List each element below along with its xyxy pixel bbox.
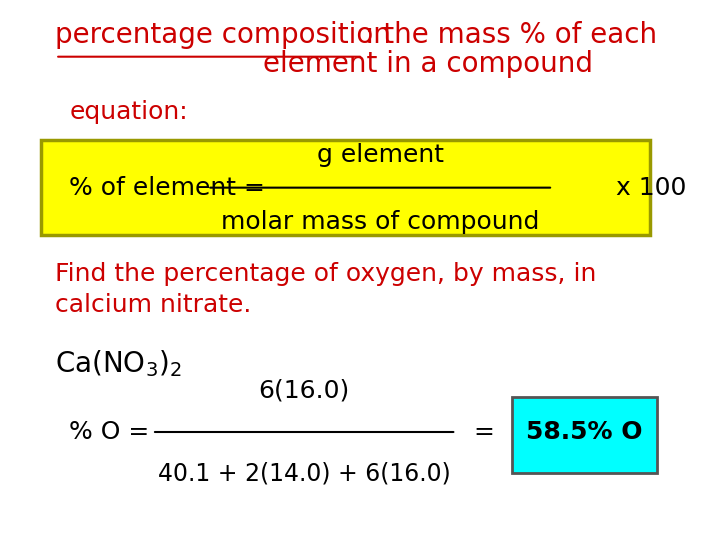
Text: =: = [474,420,495,444]
Text: % O =: % O = [69,420,158,444]
FancyBboxPatch shape [42,140,649,235]
Text: % of element =: % of element = [69,176,273,200]
Text: 6(16.0): 6(16.0) [258,379,350,402]
Text: 40.1 + 2(14.0) + 6(16.0): 40.1 + 2(14.0) + 6(16.0) [158,462,451,485]
Text: 58.5% O: 58.5% O [526,420,642,444]
Text: : the mass % of each: : the mass % of each [365,21,657,49]
Text: x 100: x 100 [608,176,687,200]
Text: element in a compound: element in a compound [263,50,593,78]
Text: Ca(NO$_3$)$_2$: Ca(NO$_3$)$_2$ [55,348,182,379]
Text: percentage composition: percentage composition [55,21,391,49]
Text: molar mass of compound: molar mass of compound [221,211,539,234]
Text: g element: g element [317,143,444,167]
Text: Find the percentage of oxygen, by mass, in
calcium nitrate.: Find the percentage of oxygen, by mass, … [55,262,597,318]
Text: equation:: equation: [69,100,188,124]
FancyBboxPatch shape [511,397,657,472]
